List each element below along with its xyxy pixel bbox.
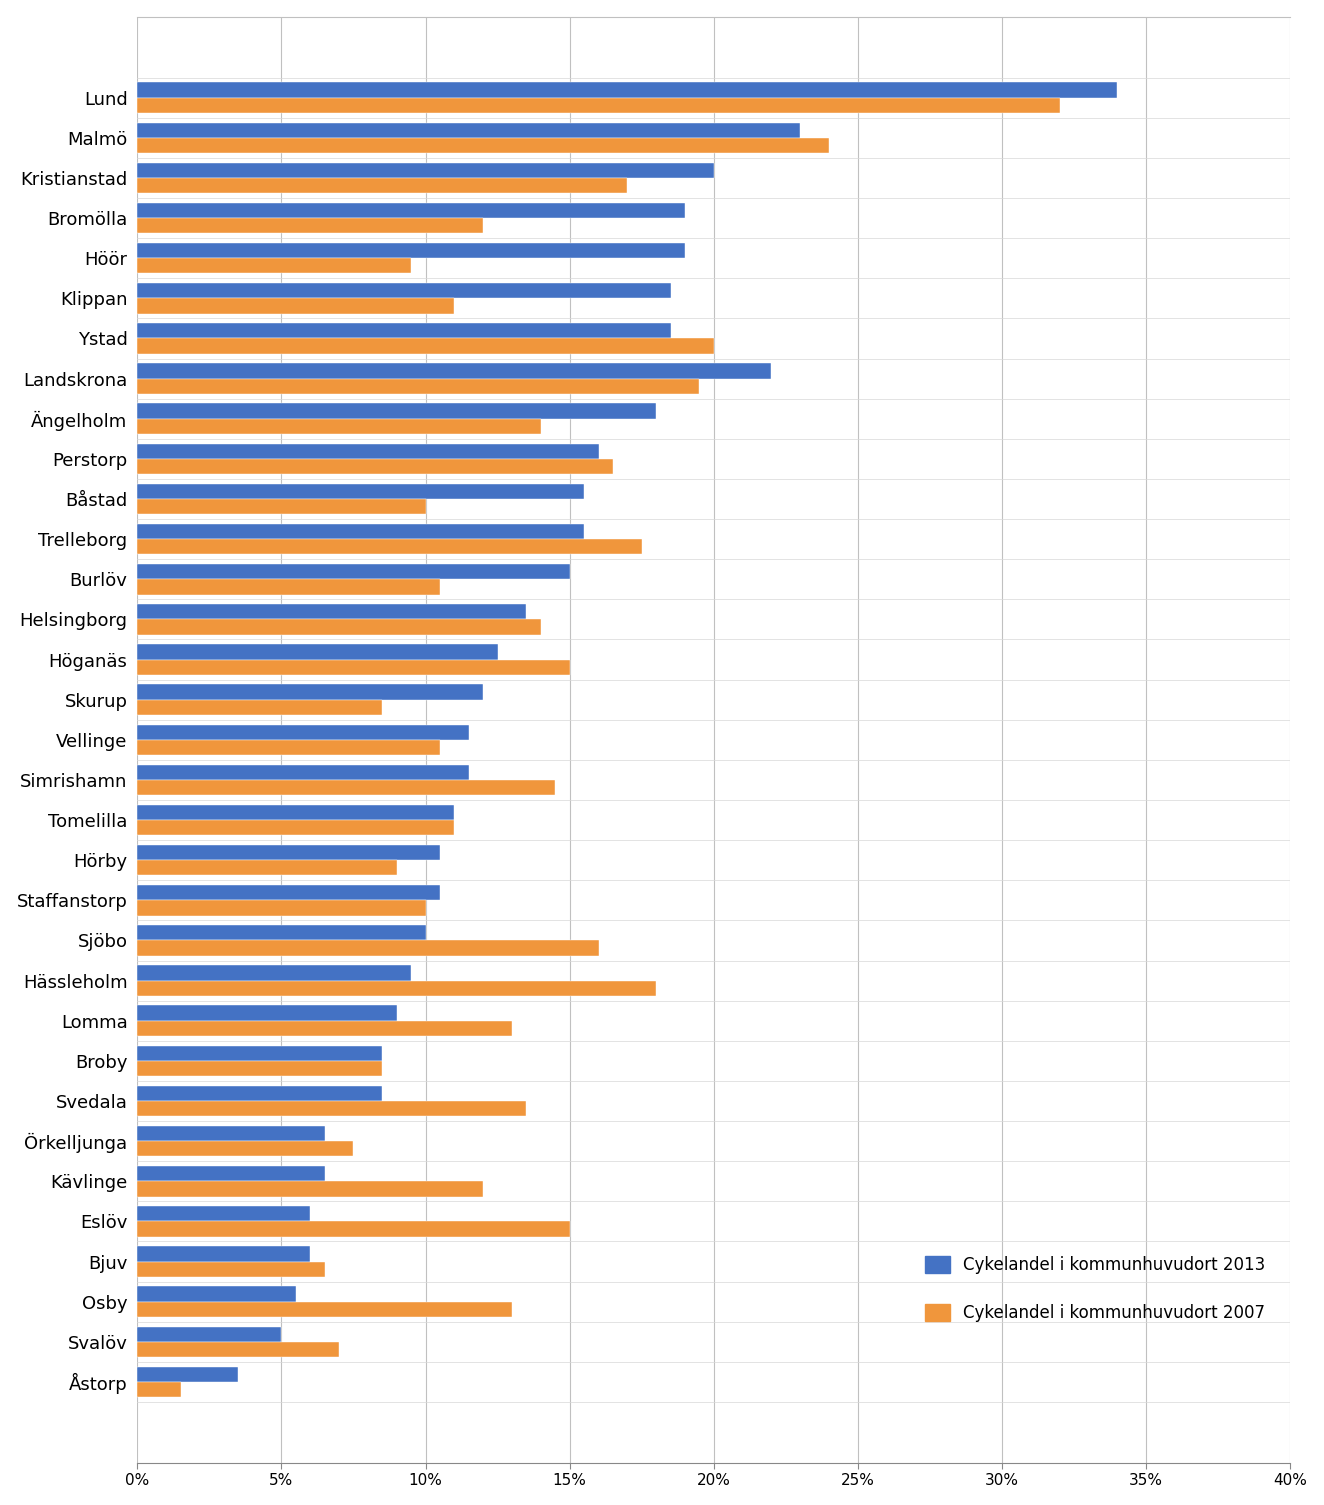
Bar bbox=[138, 539, 642, 554]
Bar bbox=[138, 1020, 512, 1035]
Bar bbox=[138, 1222, 569, 1237]
Bar bbox=[138, 620, 542, 635]
Bar bbox=[138, 1302, 512, 1317]
Bar bbox=[138, 820, 454, 835]
Bar bbox=[138, 1206, 310, 1222]
Bar bbox=[138, 218, 483, 233]
Bar bbox=[138, 579, 440, 594]
Bar bbox=[138, 363, 772, 379]
Bar bbox=[138, 1141, 354, 1156]
Bar bbox=[138, 765, 469, 780]
Bar bbox=[138, 524, 584, 539]
Bar bbox=[138, 926, 425, 941]
Bar bbox=[138, 805, 454, 820]
Bar bbox=[138, 1046, 383, 1061]
Bar bbox=[138, 1261, 324, 1276]
Bar bbox=[138, 780, 555, 795]
Bar bbox=[138, 283, 670, 298]
Bar bbox=[138, 98, 1059, 113]
Bar bbox=[138, 1126, 324, 1141]
Bar bbox=[138, 844, 440, 861]
Bar bbox=[138, 740, 440, 756]
Bar bbox=[138, 644, 498, 659]
Bar bbox=[138, 122, 800, 138]
Bar bbox=[138, 941, 598, 956]
Bar bbox=[138, 163, 714, 178]
Bar bbox=[138, 604, 527, 620]
Bar bbox=[138, 203, 685, 218]
Bar bbox=[138, 885, 440, 900]
Bar bbox=[138, 1181, 483, 1196]
Bar bbox=[138, 1287, 295, 1302]
Bar bbox=[138, 379, 699, 394]
Bar bbox=[138, 1342, 339, 1358]
Bar bbox=[138, 339, 714, 354]
Bar bbox=[138, 1085, 383, 1102]
Bar bbox=[138, 459, 613, 474]
Bar bbox=[138, 1326, 282, 1342]
Bar bbox=[138, 981, 657, 996]
Bar bbox=[138, 324, 670, 339]
Bar bbox=[138, 483, 584, 500]
Bar bbox=[138, 259, 412, 274]
Bar bbox=[138, 659, 569, 674]
Bar bbox=[138, 1102, 527, 1117]
Bar bbox=[138, 1246, 310, 1261]
Bar bbox=[138, 724, 469, 740]
Bar bbox=[138, 242, 685, 259]
Bar bbox=[138, 564, 569, 579]
Bar bbox=[138, 418, 542, 433]
Bar bbox=[138, 500, 425, 515]
Bar bbox=[138, 83, 1117, 98]
Bar bbox=[138, 900, 425, 915]
Bar bbox=[138, 1367, 238, 1382]
Bar bbox=[138, 138, 829, 154]
Bar bbox=[138, 403, 657, 418]
Bar bbox=[138, 444, 598, 459]
Bar bbox=[138, 965, 412, 981]
Bar bbox=[138, 298, 454, 313]
Bar bbox=[138, 1166, 324, 1181]
Bar bbox=[138, 1382, 180, 1397]
Bar bbox=[138, 178, 628, 193]
Bar bbox=[138, 1061, 383, 1076]
Bar bbox=[138, 861, 397, 876]
Bar bbox=[138, 700, 383, 715]
Bar bbox=[138, 1005, 397, 1020]
Bar bbox=[138, 685, 483, 700]
Legend: Cykelandel i kommunhuvudort 2013, Cykelandel i kommunhuvudort 2007: Cykelandel i kommunhuvudort 2013, Cykela… bbox=[908, 1239, 1282, 1339]
